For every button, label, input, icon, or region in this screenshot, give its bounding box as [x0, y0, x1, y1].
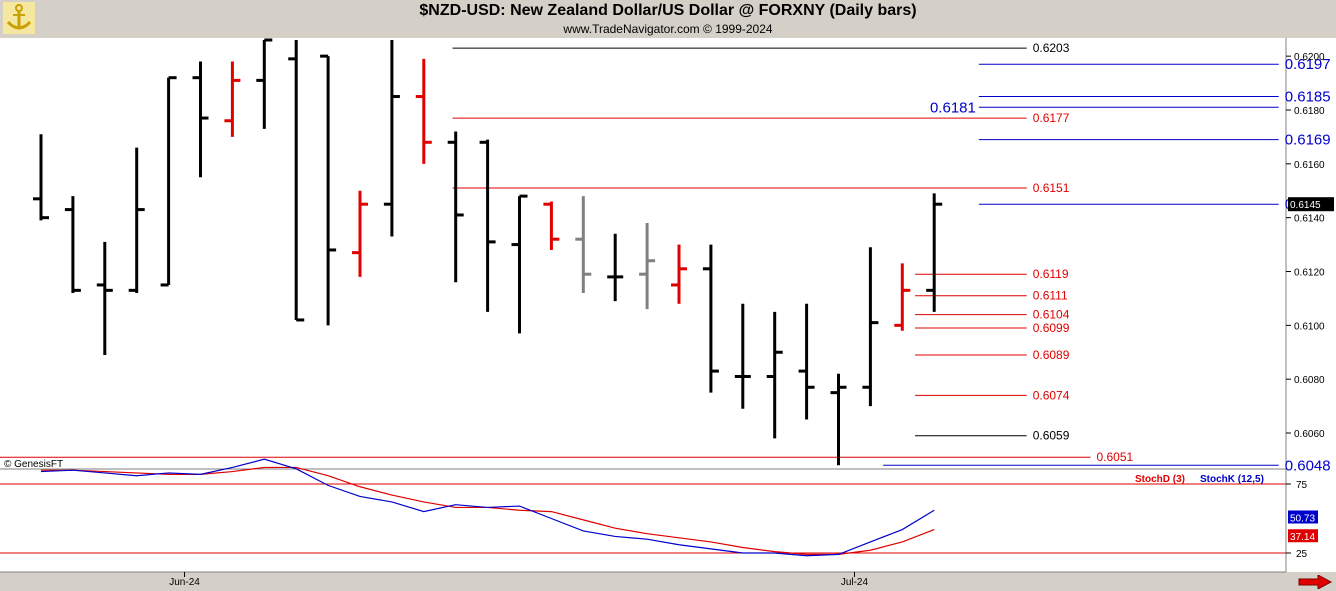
price-level-label: 0.6151 — [1033, 181, 1070, 195]
ohlc-bar — [575, 196, 592, 294]
ohlc-bar — [702, 244, 719, 393]
price-level-label: 0.6169 — [1285, 132, 1331, 149]
price-tick-label: 0.6120 — [1294, 267, 1325, 278]
copyright-label: © GenesisFT — [4, 459, 63, 470]
stoch-series-line — [40, 458, 935, 557]
stoch-d-legend: StochD (3) — [1135, 474, 1185, 485]
stoch-k-legend: StochK (12,5) — [1200, 474, 1264, 485]
ohlc-bar — [862, 247, 879, 407]
x-tick-label: Jul-24 — [841, 577, 869, 588]
ohlc-bar — [320, 54, 337, 326]
ohlc-bar — [128, 147, 145, 294]
last-price-label: 0.6145 — [1290, 200, 1321, 211]
ohlc-bar — [511, 194, 528, 334]
ohlc-bar — [639, 223, 656, 310]
price-tick-label: 0.6160 — [1294, 160, 1325, 171]
stoch-k-value-box — [1288, 510, 1318, 524]
price-level-label: 0.6059 — [1033, 429, 1070, 443]
ohlc-bar — [671, 244, 687, 304]
x-tick-label: Jun-24 — [169, 577, 200, 588]
ohlc-bar — [766, 311, 783, 439]
price-tick-label: 0.6060 — [1294, 429, 1325, 440]
price-tick-label: 0.6180 — [1294, 106, 1325, 117]
price-level-label: 0.6197 — [1285, 56, 1331, 73]
ohlc-bar — [894, 263, 911, 331]
chart-header: $NZD-USD: New Zealand Dollar/US Dollar @… — [0, 0, 1336, 38]
ohlc-bar — [415, 58, 432, 164]
gold-anchor-logo-icon — [3, 2, 35, 34]
price-level-label: 0.6074 — [1033, 388, 1070, 402]
stoch-d-value: 37.14 — [1290, 532, 1315, 543]
ohlc-bar — [734, 303, 751, 409]
ohlc-bar — [160, 76, 177, 287]
stoch-tick-label: 25 — [1296, 549, 1308, 560]
stoch-tick-label: 75 — [1296, 480, 1308, 491]
price-level-label: 0.6177 — [1033, 111, 1070, 125]
ohlc-bar — [64, 196, 81, 294]
price-level-label: 0.6185 — [1285, 89, 1331, 106]
price-level-label: 0.6051 — [1097, 450, 1134, 464]
price-tick-label: 0.6140 — [1294, 214, 1325, 225]
scroll-right-arrow-icon[interactable] — [1298, 575, 1332, 589]
chart-title: $NZD-USD: New Zealand Dollar/US Dollar @… — [419, 2, 917, 19]
ohlc-bar — [192, 61, 209, 178]
price-level-label: 0.6111 — [1033, 289, 1068, 303]
stoch-d-value-box — [1288, 529, 1318, 543]
ohlc-bar — [256, 38, 273, 129]
plot-background — [0, 38, 1286, 572]
ohlc-bar — [33, 134, 49, 221]
y-axis-background — [1286, 38, 1336, 572]
chart-subtitle: www.TradeNavigator.com © 1999-2024 — [563, 22, 773, 36]
price-level-label: 0.6181 — [930, 99, 976, 116]
stoch-k-value: 50.73 — [1290, 513, 1315, 524]
ohlc-bar — [607, 233, 624, 302]
ohlc-bar — [830, 373, 847, 466]
price-tick-label: 0.6080 — [1294, 375, 1325, 386]
ohlc-bar — [288, 40, 305, 322]
price-level-label: 0.6048 — [1285, 457, 1331, 474]
price-level-label: 0.6203 — [1033, 41, 1070, 55]
price-level-label: 0.6089 — [1033, 348, 1070, 362]
ohlc-bar — [224, 61, 241, 137]
ohlc-bar — [926, 193, 943, 312]
price-level-label: 0.6119 — [1033, 267, 1069, 281]
price-tick-label: 0.6200 — [1294, 52, 1325, 63]
price-level-label: 0.6099 — [1033, 321, 1070, 335]
last-price-box — [1288, 197, 1334, 212]
ohlc-bar — [479, 139, 496, 312]
ohlc-bar — [352, 190, 368, 277]
price-tick-label: 0.6100 — [1294, 321, 1325, 332]
price-level-label: 0.6104 — [1033, 308, 1070, 322]
ohlc-bar — [798, 303, 815, 420]
ohlc-bar — [543, 201, 560, 250]
ohlc-bar — [383, 40, 400, 237]
ohlc-bar — [96, 241, 113, 355]
ohlc-bar — [447, 131, 464, 283]
